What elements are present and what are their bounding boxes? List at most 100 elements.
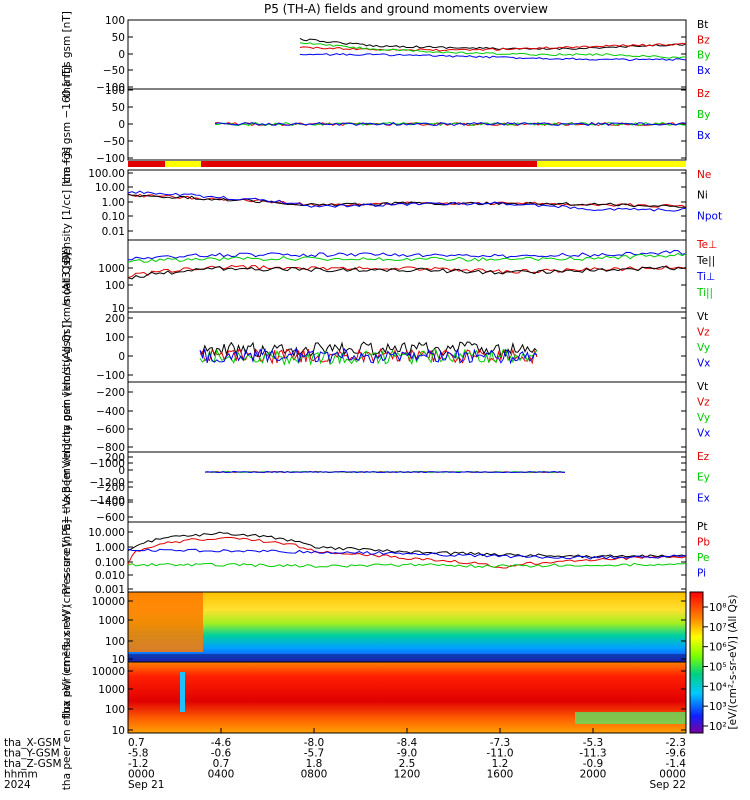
panel-3: 100.00 10.00 1.00 0.10 0.01 Density [1/cc] [c… — [61, 147, 722, 263]
y-axis-label: moat3 [eV] — [61, 246, 73, 305]
colorbar-tick-label: 10² — [709, 721, 727, 733]
y-tick-label: 1000 — [98, 684, 125, 696]
panel-2: 100 50 0 −50 −100 tha fgs gsm −160 [nT] Bz By Bx — [61, 65, 710, 184]
legend-entry: Vx — [697, 358, 710, 370]
y-tick-label: 0 — [118, 49, 125, 61]
y-tick-label: −800 — [96, 442, 125, 454]
series-line-Npot — [127, 190, 687, 212]
legend: Vt Vz Vy Vx — [697, 381, 710, 440]
y-tick-labels: 2000 −200 −400 −600 — [96, 452, 686, 524]
y-tick-label: 10 — [112, 725, 125, 737]
y-tick-label: 0.001 — [95, 584, 125, 596]
legend: Ez Ey Ex — [697, 451, 710, 504]
status-bar-red — [128, 161, 686, 167]
y-tick-labels: 200 100 0 −100 — [96, 313, 686, 382]
colorbar-label: [eV/(cm²-s-sr-eV)] (All Qs) — [727, 595, 739, 730]
spectrogram-electron-band — [575, 712, 686, 724]
y-axis-label: tha peer velocity gsm [km/s (All Qs)] — [61, 321, 73, 514]
y-tick-label: 100 — [105, 280, 125, 292]
series-group-5 — [199, 341, 538, 367]
time-axis-value: 0.7 — [213, 758, 230, 770]
colorbar: 10⁸ 10⁷ 10⁶ 10⁵ 10⁴ 10³ 10² [eV/(cm²-s-sr-eV)]… — [689, 591, 739, 734]
y-tick-label: 100.00 — [88, 168, 125, 180]
y-tick-label: 10000 — [92, 596, 125, 608]
series-group-8 — [127, 531, 687, 569]
time-axis-value: -8.4 — [397, 737, 418, 749]
date-start: Sep 21 — [128, 779, 165, 791]
legend-entry: Vt — [697, 311, 708, 323]
panel-10: 10000 1000 100 10 tha peer en eflux eV/ (cm²… — [61, 605, 687, 790]
legend-entry: Bx — [697, 65, 710, 77]
series-line-Ti|| — [127, 252, 687, 263]
legend: Ne Ni Npot — [697, 169, 722, 222]
spectrogram-ion — [128, 592, 686, 662]
y-tick-label: 200 — [105, 452, 125, 464]
colorbar-gradient — [689, 591, 704, 734]
series-line-Pe — [127, 562, 687, 568]
y-tick-label: 10 — [112, 654, 125, 666]
legend-entry: By — [697, 109, 710, 121]
legend-entry: Te⊥ — [696, 239, 717, 251]
y-axis-label: tha peir velocity gsm [km/s (All Qs)] — [61, 252, 73, 441]
legend-entry: Vz — [697, 397, 710, 409]
series-line-Ni — [127, 193, 687, 208]
legend: Bt Bz By Bx — [697, 19, 710, 77]
legend-entry: Npot — [697, 210, 722, 222]
y-tick-label: 50 — [112, 102, 125, 114]
time-axis-value: 0000 — [128, 769, 155, 781]
spectrogram-ion-early — [128, 592, 203, 652]
y-tick-label: −200 — [96, 387, 125, 399]
y-tick-label: −50 — [103, 136, 125, 148]
colorbar-tick-label: 10³ — [709, 701, 727, 713]
time-axis-row-label: 2024 — [4, 779, 31, 791]
colorbar-tick-label: 10⁶ — [709, 642, 727, 654]
legend-entry: Pt — [697, 521, 707, 533]
time-axis-value: 2000 — [580, 769, 607, 781]
spectrogram-electron-spike — [180, 672, 185, 712]
legend-entry: Pb — [697, 537, 710, 549]
time-axis-value: -0.6 — [211, 748, 232, 760]
time-axis-value: -2.3 — [666, 737, 687, 749]
status-bar-yellow-segment — [537, 161, 686, 167]
legend-entry: Pe — [697, 552, 709, 564]
colorbar-tick-label: 10⁴ — [709, 681, 727, 693]
time-axis-value: -5.3 — [583, 737, 604, 749]
y-tick-label: 1.00 — [102, 197, 125, 209]
y-tick-label: 0 — [118, 465, 125, 477]
legend-entry: Vx — [697, 428, 710, 440]
legend-entry: Bz — [697, 34, 710, 46]
y-tick-labels: 10000 1000 100 10 — [92, 666, 686, 737]
status-bar — [128, 161, 686, 167]
legend-entry: Te|| — [696, 255, 715, 267]
y-tick-label: 10 — [112, 303, 125, 315]
panel-frame — [127, 521, 687, 593]
legend-entry: Vz — [697, 327, 710, 339]
panel-4: 1000 100 10 moat3 [eV] Te⊥ Te|| Ti⊥ Ti|| — [61, 239, 717, 315]
y-tick-label: 0.01 — [102, 226, 125, 238]
series-group-7 — [204, 470, 566, 474]
y-tick-label: 100 — [105, 85, 125, 97]
legend-entry: Bt — [697, 19, 708, 31]
series-line-Te|| — [127, 266, 687, 280]
series-line-Vx — [199, 347, 538, 365]
time-axis-value: -8.0 — [304, 737, 325, 749]
figure-title: P5 (TH-A) fields and ground moments over… — [264, 2, 548, 16]
time-axis-value: 0000 — [659, 769, 686, 781]
status-bar-yellow-segment — [165, 161, 201, 167]
legend: Te⊥ Te|| Ti⊥ Ti|| — [696, 239, 717, 299]
colorbar-tick-label: 10⁵ — [709, 662, 727, 674]
y-axis-label: Density [1/cc] [cm−3] — [61, 147, 73, 263]
colorbar-tick-label: 10⁷ — [709, 622, 727, 634]
time-axis-value: -5.8 — [128, 748, 149, 760]
y-tick-label: 10.00 — [95, 182, 125, 194]
y-tick-label: −600 — [96, 512, 125, 524]
y-tick-labels: 1000 100 10 — [98, 263, 686, 315]
time-axis-value: -9.0 — [397, 748, 418, 760]
legend-entry: Ti⊥ — [696, 271, 715, 283]
series-line-Bt — [299, 37, 687, 51]
y-tick-label: 100 — [105, 15, 125, 27]
legend-entry: By — [697, 50, 710, 62]
